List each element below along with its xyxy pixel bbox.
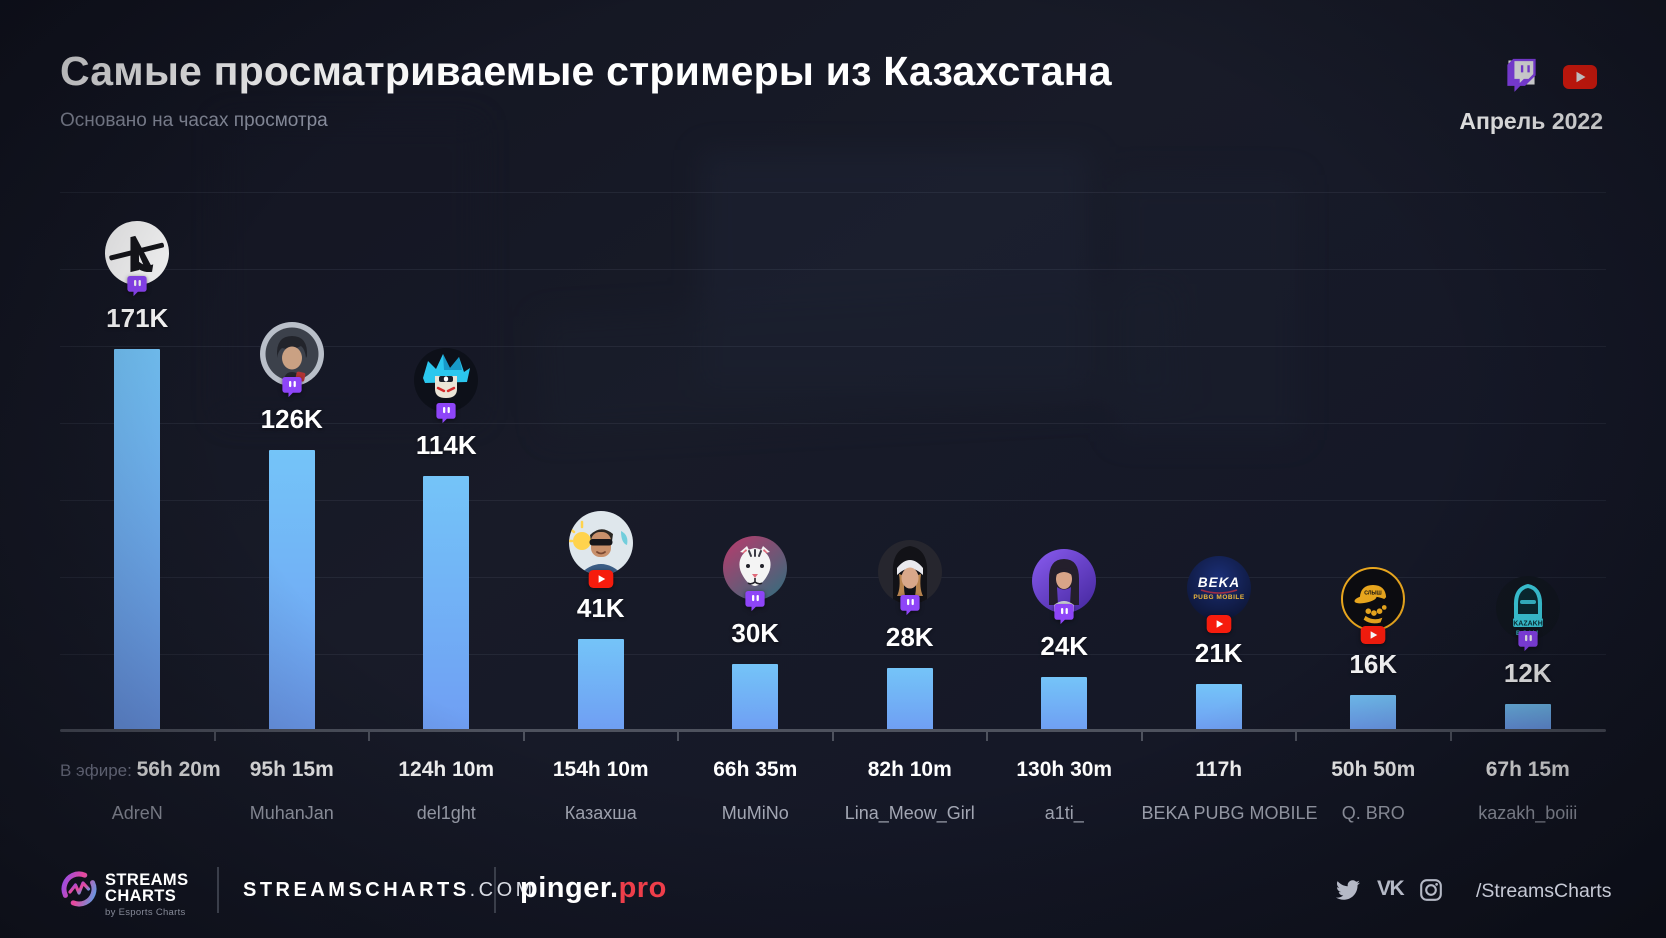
site-link[interactable]: STREAMSCHARTS.COM (243, 879, 536, 902)
brand-line2: CHARTS (105, 887, 177, 905)
brand-byline: by Esports Charts (105, 907, 186, 918)
vk-icon[interactable]: VK (1377, 877, 1405, 900)
site-tld: .COM (469, 879, 536, 901)
sponsor-suffix: pro (618, 872, 667, 904)
sponsor-link[interactable]: pinger.pro (520, 872, 667, 905)
brand-line1: STREAMS (105, 871, 189, 889)
sponsor-name: pinger. (520, 872, 619, 904)
social-handle[interactable]: /StreamsCharts (1476, 880, 1612, 902)
twitter-icon[interactable] (1336, 878, 1360, 902)
streams-charts-logo (60, 870, 98, 908)
site-name: STREAMSCHARTS (243, 879, 470, 901)
instagram-icon[interactable] (1419, 878, 1443, 902)
footer-divider (217, 867, 219, 913)
footer-divider (494, 867, 496, 913)
brand-wordmark: STREAMS CHARTS by Esports Charts (105, 872, 188, 918)
